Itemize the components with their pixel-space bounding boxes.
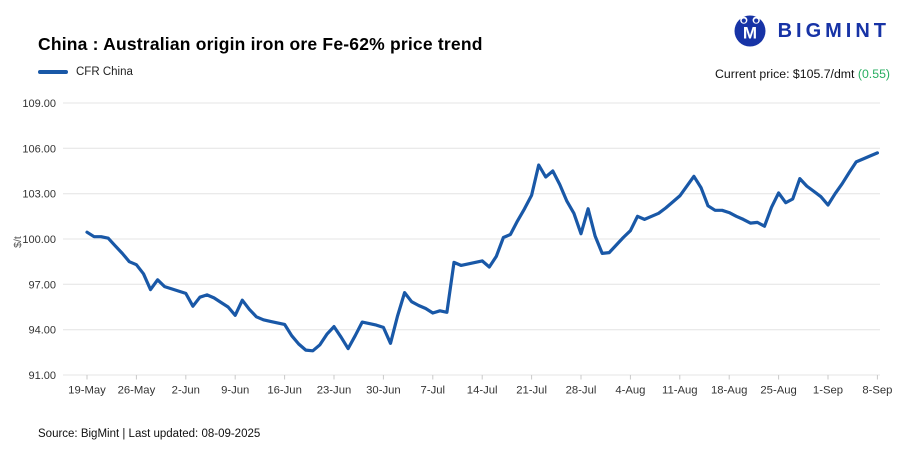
legend-line-swatch <box>38 70 68 74</box>
svg-text:28-Jul: 28-Jul <box>566 385 597 397</box>
svg-text:100.00: 100.00 <box>22 234 56 246</box>
svg-text:103.00: 103.00 <box>22 189 56 201</box>
svg-text:9-Jun: 9-Jun <box>221 385 249 397</box>
svg-text:16-Jun: 16-Jun <box>267 385 302 397</box>
current-price: Current price: $105.7/dmt (0.55) <box>715 67 890 81</box>
current-price-change: (0.55) <box>857 67 890 81</box>
svg-text:8-Sep: 8-Sep <box>862 385 892 397</box>
svg-text:11-Aug: 11-Aug <box>662 385 698 397</box>
svg-text:94.00: 94.00 <box>28 325 56 337</box>
svg-text:106.00: 106.00 <box>22 143 56 155</box>
svg-text:19-May: 19-May <box>68 385 106 397</box>
svg-text:18-Aug: 18-Aug <box>711 385 747 397</box>
svg-text:30-Jun: 30-Jun <box>366 385 401 397</box>
bigmint-m-icon: M <box>734 15 766 47</box>
bigmint-logo-text: BIGMINT <box>777 19 890 42</box>
svg-text:21-Jul: 21-Jul <box>516 385 547 397</box>
svg-text:97.00: 97.00 <box>28 279 56 291</box>
svg-text:109.00: 109.00 <box>22 98 56 110</box>
svg-text:7-Jul: 7-Jul <box>421 385 446 397</box>
svg-text:2-Jun: 2-Jun <box>172 385 200 397</box>
svg-text:4-Aug: 4-Aug <box>615 385 645 397</box>
bigmint-logo: M BIGMINT <box>731 11 890 51</box>
svg-text:M: M <box>742 24 756 43</box>
current-price-value: $105.7/dmt <box>792 67 855 81</box>
svg-text:91.00: 91.00 <box>28 370 56 382</box>
chart-title: China : Australian origin iron ore Fe-62… <box>38 34 483 54</box>
svg-text:$/t: $/t <box>12 236 24 248</box>
svg-text:25-Aug: 25-Aug <box>760 385 796 397</box>
svg-text:1-Sep: 1-Sep <box>813 385 843 397</box>
legend: CFR China <box>38 66 133 78</box>
svg-text:26-May: 26-May <box>118 385 156 397</box>
svg-text:14-Jul: 14-Jul <box>467 385 498 397</box>
legend-label: CFR China <box>76 66 133 78</box>
source-note: Source: BigMint | Last updated: 08-09-20… <box>38 428 261 440</box>
svg-text:23-Jun: 23-Jun <box>317 385 352 397</box>
current-price-label: Current price: <box>715 67 790 81</box>
